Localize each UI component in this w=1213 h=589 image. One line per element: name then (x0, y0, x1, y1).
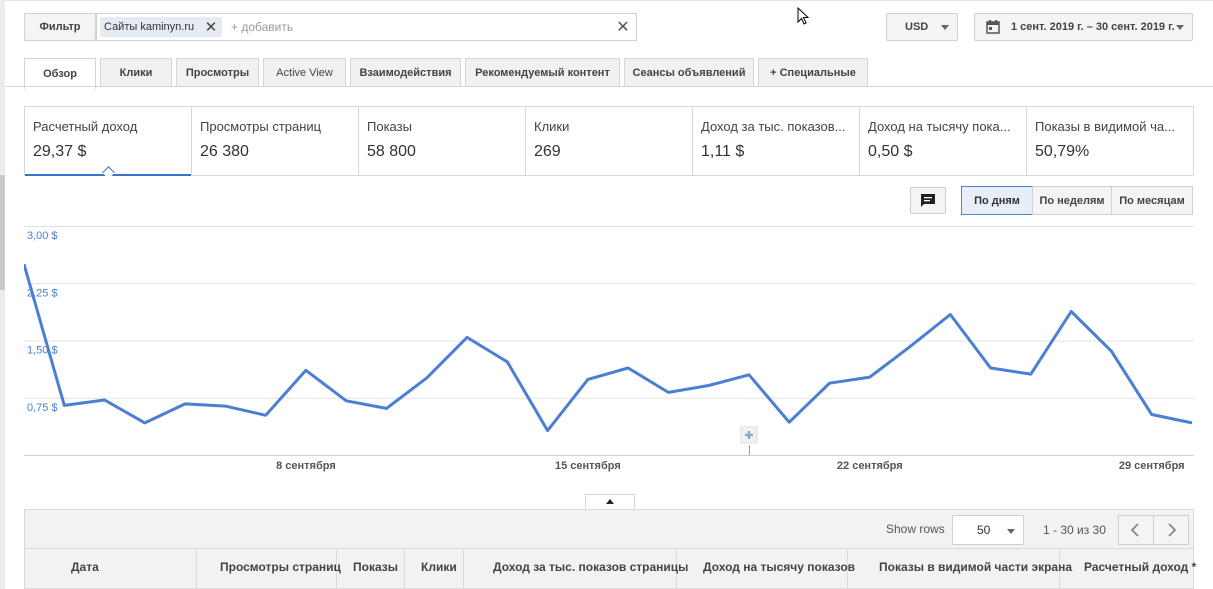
tab-ad-sessions[interactable]: Сеансы объявлений (624, 58, 754, 86)
clear-filter-icon[interactable]: ✕ (616, 19, 630, 36)
add-filter-input[interactable]: + добавить (231, 20, 294, 34)
chevron-down-icon (941, 25, 949, 30)
column-header-estimated-earnings[interactable]: Расчетный доход * (1084, 560, 1197, 574)
metric-viewability[interactable]: Показы в видимой ча... 50,79% (1027, 107, 1193, 175)
column-divider (463, 549, 464, 589)
column-divider (1059, 549, 1060, 589)
granularity-selector: По дням По неделям По месяцам (961, 186, 1193, 215)
metrics-scorecard: Расчетный доход 29,37 $ Просмотры страни… (24, 106, 1194, 176)
by-month-button[interactable]: По месяцам (1111, 186, 1193, 215)
tab-active-view[interactable]: Active View (263, 58, 346, 86)
metric-label: Показы (367, 119, 412, 134)
series-line (24, 263, 1193, 433)
metric-label: Доход на тысячу пока... (868, 119, 1011, 134)
metric-label: Расчетный доход (33, 119, 138, 134)
prev-page-button[interactable] (1118, 515, 1154, 545)
currency-select[interactable]: USD (886, 13, 958, 41)
comment-icon (921, 193, 935, 207)
chip-close-icon[interactable]: ✕ (204, 19, 218, 36)
metric-value: 26 380 (200, 143, 249, 160)
column-divider (847, 549, 848, 589)
column-header-impression-rpm[interactable]: Доход на тысячу показов (703, 560, 856, 574)
chevron-down-icon (1176, 25, 1184, 30)
column-header-viewable-impressions[interactable]: Показы в видимой части экрана (879, 560, 1073, 574)
x-tick-label: 8 сентября (276, 460, 336, 472)
left-edge (0, 0, 5, 589)
x-tick-label: 22 сентября (837, 460, 903, 472)
y-tick-label: 0,75 $ (27, 402, 58, 414)
y-tick-label: 3,00 $ (27, 230, 58, 242)
chevron-down-icon (1007, 529, 1015, 534)
page-range: 1 - 30 из 30 (1043, 523, 1106, 537)
column-header-page-views[interactable]: Просмотры страниц (220, 560, 341, 574)
metric-value: 50,79% (1035, 143, 1090, 160)
calendar-icon (986, 20, 1000, 34)
metric-clicks[interactable]: Клики 269 (526, 107, 693, 175)
metric-page-views[interactable]: Просмотры страниц 26 380 (192, 107, 359, 175)
tab-custom[interactable]: + Специальные (758, 58, 868, 86)
tab-views[interactable]: Просмотры (176, 58, 259, 86)
column-divider (676, 549, 677, 589)
metric-label: Показы в видимой ча... (1035, 119, 1175, 134)
chevron-right-icon (1168, 523, 1177, 537)
metric-label: Доход за тыс. показов... (701, 119, 846, 134)
column-header-impressions[interactable]: Показы (353, 560, 398, 574)
earnings-line-chart[interactable]: 3,00 $2,25 $1,50 $0,75 $8 сентября 15 сен… (24, 226, 1194, 476)
metric-value: 58 800 (367, 143, 416, 160)
column-header-page-rpm[interactable]: Доход за тыс. показов страницы (493, 560, 689, 574)
currency-label: USD (905, 21, 929, 33)
tab-recommended-content[interactable]: Рекомендуемый контент (465, 58, 620, 86)
by-day-button[interactable]: По дням (961, 186, 1033, 215)
metric-value: 0,50 $ (868, 143, 913, 160)
metric-page-rpm[interactable]: Доход за тыс. показов... 1,11 $ (693, 107, 860, 175)
metric-value: 1,11 $ (701, 143, 745, 160)
tab-overview[interactable]: Обзор (24, 58, 96, 89)
filter-button[interactable]: Фильтр (24, 13, 96, 41)
annotation-button[interactable] (910, 187, 946, 214)
column-header-date[interactable]: Дата (71, 560, 99, 574)
caret-up-icon[interactable] (606, 499, 614, 504)
column-header-clicks[interactable]: Клики (421, 560, 457, 574)
y-tick-label: 1,50 $ (27, 345, 58, 357)
table-header-divider (25, 548, 1193, 549)
tab-divider (5, 86, 1213, 87)
mouse-cursor-icon (797, 7, 810, 25)
x-tick-label: 29 сентября (1119, 460, 1185, 472)
metric-label: Просмотры страниц (200, 119, 322, 134)
rows-per-page-value: 50 (977, 523, 991, 537)
chevron-left-icon (1130, 523, 1139, 537)
date-range-picker[interactable]: 1 сент. 2019 г. – 30 сент. 2019 г. (974, 13, 1193, 41)
filter-chip[interactable]: Сайты kaminyn.ru (100, 17, 222, 37)
column-divider (196, 549, 197, 589)
metric-value: 269 (534, 143, 561, 160)
metric-value: 29,37 $ (33, 143, 87, 160)
show-rows-label: Show rows (886, 522, 945, 536)
metric-impressions[interactable]: Показы 58 800 (359, 107, 526, 175)
x-tick-label: 15 сентября (555, 460, 621, 472)
filter-chip-label: Сайты kaminyn.ru (104, 21, 195, 33)
column-divider (404, 549, 405, 589)
tab-interactions[interactable]: Взаимодействия (350, 58, 461, 86)
next-page-button[interactable] (1153, 515, 1189, 545)
plus-icon (744, 431, 753, 439)
metric-estimated-earnings[interactable]: Расчетный доход 29,37 $ (25, 107, 192, 175)
top-border (5, 0, 1213, 1)
rows-per-page-select[interactable]: 50 (952, 515, 1024, 545)
left-scroll-indicator[interactable] (0, 175, 5, 290)
by-week-button[interactable]: По неделям (1032, 186, 1112, 215)
column-divider (336, 549, 337, 589)
date-range-label: 1 сент. 2019 г. – 30 сент. 2019 г. (1011, 21, 1175, 33)
metric-label: Клики (534, 119, 570, 134)
metric-impression-rpm[interactable]: Доход на тысячу пока... 0,50 $ (860, 107, 1027, 175)
tab-clicks[interactable]: Клики (100, 58, 172, 86)
